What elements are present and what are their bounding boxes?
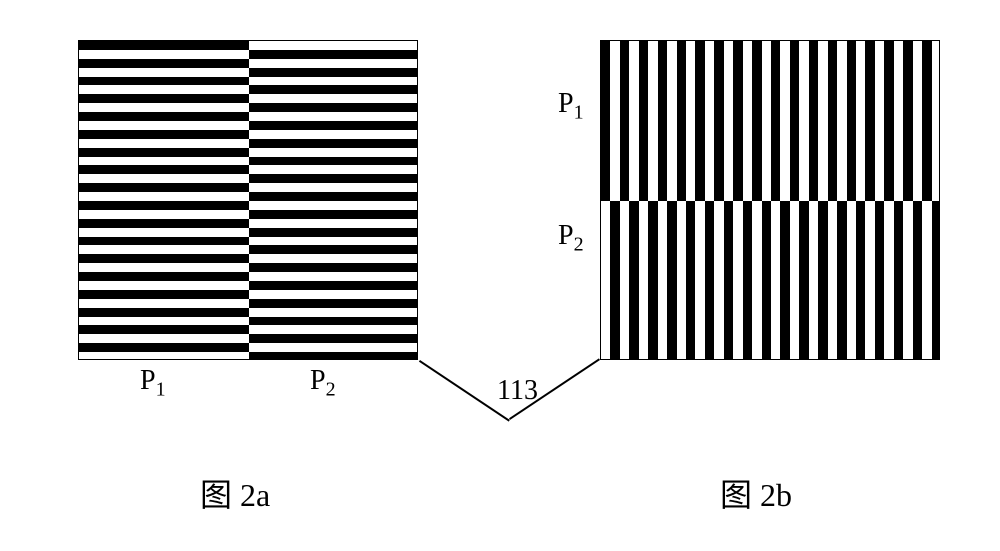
label-b-p2: P2	[558, 220, 584, 257]
label-a-p1: P1	[140, 365, 166, 402]
label-a-p1-base: P	[140, 365, 156, 396]
label-a-p1-sub: 1	[156, 379, 166, 401]
label-a-p2: P2	[310, 365, 336, 402]
label-b-p1-sub: 1	[574, 102, 584, 124]
caption-a: 图 2a	[200, 470, 270, 516]
grating-panel-a	[78, 40, 418, 360]
caption-b: 图 2b	[720, 470, 792, 516]
label-a-p2-sub: 2	[326, 379, 336, 401]
label-b-p2-base: P	[558, 220, 574, 251]
label-b-p2-sub: 2	[574, 234, 584, 256]
grating-panel-b	[600, 40, 940, 360]
label-b-p1: P1	[558, 88, 584, 125]
label-a-p2-base: P	[310, 365, 326, 396]
label-b-p1-base: P	[558, 88, 574, 119]
